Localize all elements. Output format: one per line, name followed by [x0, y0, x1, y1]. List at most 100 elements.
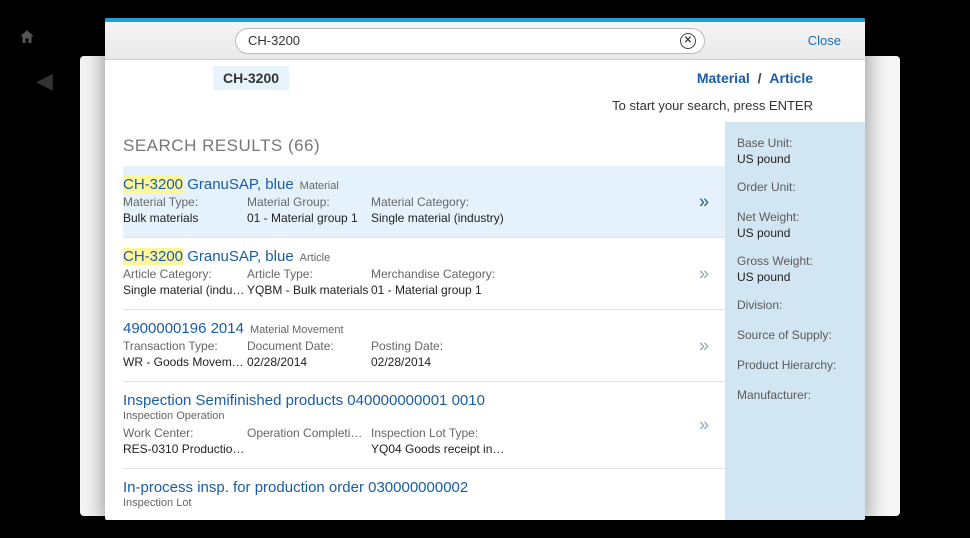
field-label: Merchandise Category: [371, 267, 531, 281]
side-value: US pound [737, 150, 853, 166]
results-heading: SEARCH RESULTS (66) [123, 122, 725, 166]
side-value: US pound [737, 224, 853, 240]
result-subtitle: Inspection Operation [123, 410, 725, 422]
highlight: CH-3200 [123, 248, 183, 265]
result-field: Document Date:02/28/2014 [247, 339, 371, 369]
result-subtitle: Inspection Lot [123, 497, 725, 509]
field-value: Bulk materials [123, 209, 247, 225]
result-field: Operation Completi… [247, 426, 371, 456]
search-chip[interactable]: CH-3200 [213, 66, 289, 90]
field-value: 01 - Material group 1 [371, 281, 521, 297]
result-tag: Material [300, 180, 339, 192]
field-value: 02/28/2014 [247, 353, 371, 369]
result-row[interactable]: Inspection Semifinished products 0400000… [123, 382, 725, 469]
side-value [737, 342, 853, 344]
result-field: Article Category:Single material (indu… [123, 267, 247, 297]
modal-body: SEARCH RESULTS (66) CH-3200 GranuSAP, bl… [105, 122, 865, 520]
field-label: Inspection Lot Type: [371, 426, 531, 440]
highlight: CH-3200 [123, 176, 183, 193]
side-row: Product Hierarchy: [737, 358, 853, 374]
side-value [737, 402, 853, 404]
close-button[interactable]: Close [800, 29, 849, 52]
result-field: Material Category:Single material (indus… [371, 195, 531, 225]
back-icon[interactable]: ◀ [36, 68, 53, 94]
side-value [737, 194, 853, 196]
clear-search-icon[interactable]: ✕ [680, 33, 696, 49]
chevron-right-icon[interactable]: » [699, 191, 703, 212]
side-label: Manufacturer: [737, 388, 853, 402]
result-field: Work Center:RES-0310 Productio… [123, 426, 247, 456]
result-row[interactable]: CH-3200 GranuSAP, blueArticleArticle Cat… [123, 238, 725, 310]
field-value: WR - Goods Movem… [123, 353, 247, 369]
result-title: CH-3200 GranuSAP, blueArticle [123, 248, 725, 267]
side-row: Division: [737, 298, 853, 314]
field-label: Article Type: [247, 267, 371, 281]
result-fields: Transaction Type:WR - Goods Movem…Docume… [123, 339, 725, 369]
search-hint: To start your search, press ENTER [121, 90, 849, 113]
field-value: 02/28/2014 [371, 353, 495, 369]
side-row: Gross Weight:US pound [737, 254, 853, 284]
side-label: Division: [737, 298, 853, 312]
result-title: 4900000196 2014Material Movement [123, 320, 725, 339]
field-label: Work Center: [123, 426, 247, 440]
field-label: Material Type: [123, 195, 247, 209]
filter-material[interactable]: Material [697, 70, 750, 86]
field-label: Document Date: [247, 339, 371, 353]
field-value: 01 - Material group 1 [247, 209, 371, 225]
results-list: CH-3200 GranuSAP, blueMaterialMaterial T… [123, 166, 725, 520]
search-input[interactable] [248, 33, 680, 48]
result-tag: Article [300, 252, 331, 264]
search-modal: ✕ Close CH-3200 Material / Article To st… [105, 18, 865, 520]
result-fields: Work Center:RES-0310 Productio…Operation… [123, 426, 725, 456]
field-value [247, 440, 371, 442]
result-tag: Material Movement [250, 324, 344, 336]
filter-links: Material / Article [697, 70, 813, 86]
result-field: Material Type:Bulk materials [123, 195, 247, 225]
field-value: RES-0310 Productio… [123, 440, 247, 456]
field-value: YQ04 Goods receipt in… [371, 440, 521, 456]
field-label: Article Category: [123, 267, 247, 281]
result-row[interactable]: In-process insp. for production order 03… [123, 469, 725, 520]
result-row[interactable]: CH-3200 GranuSAP, blueMaterialMaterial T… [123, 166, 725, 238]
filter-separator: / [754, 70, 766, 86]
side-label: Product Hierarchy: [737, 358, 853, 372]
side-value [737, 312, 853, 314]
side-row: Net Weight:US pound [737, 210, 853, 240]
side-label: Net Weight: [737, 210, 853, 224]
search-field-wrap: ✕ [235, 28, 705, 54]
side-row: Base Unit:US pound [737, 136, 853, 166]
field-value: Single material (indu… [123, 281, 247, 297]
chevron-right-icon[interactable]: » [699, 263, 703, 284]
side-label: Base Unit: [737, 136, 853, 150]
result-field: Transaction Type:WR - Goods Movem… [123, 339, 247, 369]
side-label: Source of Supply: [737, 328, 853, 342]
result-fields: Article Category:Single material (indu…A… [123, 267, 725, 297]
field-label: Transaction Type: [123, 339, 247, 353]
side-row: Source of Supply: [737, 328, 853, 344]
filter-article[interactable]: Article [769, 70, 813, 86]
result-row[interactable]: 4900000196 2014Material MovementTransact… [123, 310, 725, 382]
chevron-right-icon[interactable]: » [699, 415, 703, 436]
field-label: Operation Completi… [247, 426, 371, 440]
results-main: SEARCH RESULTS (66) CH-3200 GranuSAP, bl… [105, 122, 725, 520]
side-value [737, 372, 853, 374]
result-title: In-process insp. for production order 03… [123, 479, 725, 498]
result-field: Material Group:01 - Material group 1 [247, 195, 371, 225]
field-label: Material Group: [247, 195, 371, 209]
result-field: Merchandise Category:01 - Material group… [371, 267, 531, 297]
result-title: CH-3200 GranuSAP, blueMaterial [123, 176, 725, 195]
result-field: Posting Date:02/28/2014 [371, 339, 495, 369]
result-title: Inspection Semifinished products 0400000… [123, 392, 725, 411]
side-label: Order Unit: [737, 180, 853, 194]
result-field: Inspection Lot Type:YQ04 Goods receipt i… [371, 426, 531, 456]
side-label: Gross Weight: [737, 254, 853, 268]
side-row: Order Unit: [737, 180, 853, 196]
result-fields: Material Type:Bulk materialsMaterial Gro… [123, 195, 725, 225]
field-label: Material Category: [371, 195, 531, 209]
modal-subheader: CH-3200 Material / Article To start your… [105, 60, 865, 122]
chevron-right-icon[interactable]: » [699, 335, 703, 356]
field-label: Posting Date: [371, 339, 495, 353]
home-icon[interactable] [18, 28, 36, 51]
result-field: Article Type:YQBM - Bulk materials [247, 267, 371, 297]
field-value: Single material (industry) [371, 209, 521, 225]
